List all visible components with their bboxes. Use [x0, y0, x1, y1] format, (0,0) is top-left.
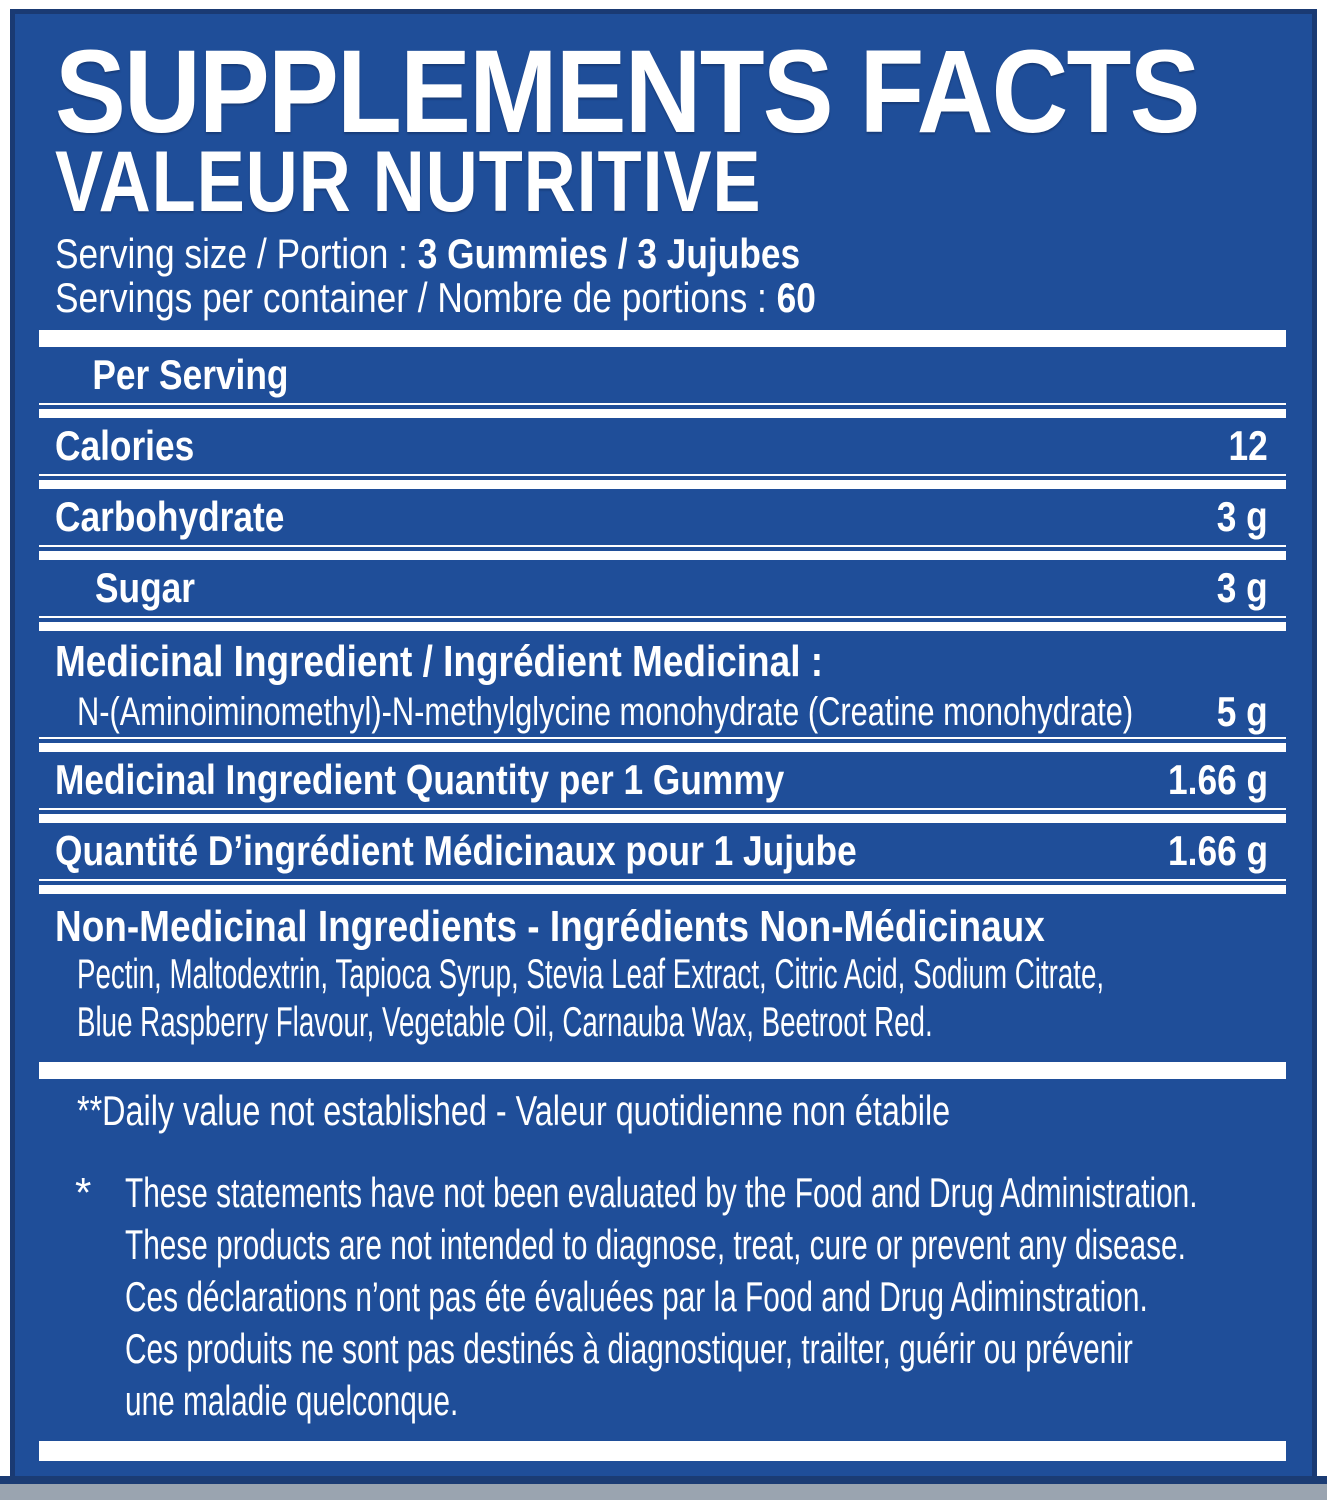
calories-label: Calories	[55, 422, 195, 469]
panel-title: SUPPLEMENTS FACTS	[55, 26, 1268, 158]
serving-size-label: Serving size / Portion :	[55, 230, 418, 277]
daily-value-footnote-text: **Daily value not established - Valeur q…	[77, 1087, 951, 1134]
carbohydrate-label: Carbohydrate	[55, 493, 285, 540]
calories-value: 12	[1228, 422, 1268, 469]
non-medicinal-header: Non-Medicinal Ingredients - Ingrédients …	[55, 894, 1268, 950]
non-medicinal-line-2: Blue Raspberry Flavour, Vegetable Oil, C…	[55, 998, 1268, 1046]
table-row-carbohydrate: Carbohydrate 3 g	[55, 489, 1268, 545]
table-row-calories: Calories 12	[55, 418, 1268, 474]
disclaimer-line-5-text: une maladie quelconque.	[125, 1377, 459, 1424]
medicinal-ingredient-header-text: Medicinal Ingredient / Ingrédient Medici…	[55, 637, 824, 686]
serving-size-value: 3 Gummies / 3 Jujubes	[417, 230, 801, 277]
servings-per-container-value: 60	[776, 274, 816, 321]
panel-content: SUPPLEMENTS FACTS VALEUR NUTRITIVE Servi…	[15, 14, 1312, 1461]
row-divider	[39, 616, 1286, 631]
disclaimer-line: Ces produits ne sont pas destinés à diag…	[125, 1323, 1268, 1375]
per-jujube-value-cell: 1.66 g	[1149, 829, 1268, 873]
disclaimer-line-1-text: These statements have not been evaluated…	[125, 1169, 1198, 1216]
per-gummy-value-cell: 1.66 g	[1149, 758, 1268, 802]
disclaimer-line: Ces déclarations n’ont pas éte évaluées …	[125, 1271, 1268, 1323]
disclaimer-line-4-text: Ces produits ne sont pas destinés à diag…	[125, 1325, 1133, 1372]
serving-size-line-text: Serving size / Portion : 3 Gummies / 3 J…	[55, 232, 800, 276]
row-divider	[39, 403, 1286, 418]
disclaimer-line-3-text: Ces déclarations n’ont pas éte évaluées …	[125, 1273, 1148, 1320]
per-jujube-label-cell: Quantité D’ingrédient Médicinaux pour 1 …	[55, 829, 1149, 873]
non-medicinal-line-1-text: Pectin, Maltodextrin, Tapioca Syrup, Ste…	[77, 950, 1105, 997]
calories-label-cell: Calories	[55, 424, 1221, 468]
carbohydrate-label-cell: Carbohydrate	[55, 495, 1207, 539]
per-serving-header: Per Serving	[92, 351, 289, 398]
row-divider	[39, 737, 1286, 752]
asterisk-mark: *	[75, 1169, 92, 1216]
disclaimer-line: These products are not intended to diagn…	[125, 1219, 1268, 1271]
per-jujube-label: Quantité D’ingrédient Médicinaux pour 1 …	[55, 827, 857, 874]
bottom-border-strip	[0, 1476, 1327, 1484]
per-gummy-label: Medicinal Ingredient Quantity per 1 Gumm…	[55, 756, 785, 803]
panel-subtitle: VALEUR NUTRITIVE	[55, 134, 1268, 230]
supplement-facts-panel: SUPPLEMENTS FACTS VALEUR NUTRITIVE Servi…	[10, 9, 1317, 1476]
per-gummy-label-cell: Medicinal Ingredient Quantity per 1 Gumm…	[55, 758, 1149, 802]
disclaimer-line: These statements have not been evaluated…	[125, 1167, 1268, 1219]
disclaimer-line-2-text: These products are not intended to diagn…	[125, 1221, 1186, 1268]
row-divider	[39, 545, 1286, 560]
carbohydrate-value: 3 g	[1217, 493, 1268, 540]
per-jujube-value: 1.66 g	[1167, 827, 1268, 874]
per-serving-header-row: Per Serving	[55, 347, 1268, 403]
table-row-sugar: Sugar 3 g	[55, 560, 1268, 616]
disclaimer-line: une maladie quelconque.	[125, 1375, 1268, 1427]
servings-per-container-line-text: Servings per container / Nombre de porti…	[55, 276, 816, 320]
section-divider-bar	[39, 330, 1286, 347]
servings-per-container-label: Servings per container / Nombre de porti…	[55, 274, 777, 321]
medicinal-ingredient-header: Medicinal Ingredient / Ingrédient Medici…	[55, 631, 1268, 687]
panel-subtitle-text: VALEUR NUTRITIVE	[55, 134, 762, 230]
non-medicinal-line-1: Pectin, Maltodextrin, Tapioca Syrup, Ste…	[55, 950, 1268, 998]
row-divider	[39, 808, 1286, 823]
calories-value-cell: 12	[1221, 424, 1268, 468]
table-row-per-gummy: Medicinal Ingredient Quantity per 1 Gumm…	[55, 752, 1268, 808]
sugar-value: 3 g	[1217, 564, 1268, 611]
sugar-value-cell: 3 g	[1207, 566, 1268, 610]
servings-per-container-line: Servings per container / Nombre de porti…	[55, 276, 1268, 320]
creatine-label-cell: N-(Aminoiminomethyl)-N-methylglycine mon…	[77, 690, 1207, 734]
daily-value-footnote: **Daily value not established - Valeur q…	[55, 1079, 1268, 1143]
non-medicinal-header-text: Non-Medicinal Ingredients - Ingrédients …	[55, 902, 1045, 951]
serving-size-line: Serving size / Portion : 3 Gummies / 3 J…	[55, 232, 1268, 276]
table-row-creatine: N-(Aminoiminomethyl)-N-methylglycine mon…	[55, 687, 1268, 737]
panel-title-text: SUPPLEMENTS FACTS	[55, 26, 1200, 158]
sugar-label-cell: Sugar	[55, 566, 1207, 610]
creatine-label: N-(Aminoiminomethyl)-N-methylglycine mon…	[77, 690, 1134, 734]
fda-disclaimer: * These statements have not been evaluat…	[55, 1167, 1268, 1427]
section-divider-bar	[39, 1441, 1286, 1461]
serving-info: Serving size / Portion : 3 Gummies / 3 J…	[55, 232, 1268, 320]
row-divider	[39, 879, 1286, 894]
non-medicinal-line-2-text: Blue Raspberry Flavour, Vegetable Oil, C…	[77, 998, 933, 1045]
row-divider	[39, 474, 1286, 489]
creatine-value-cell: 5 g	[1207, 690, 1268, 734]
carbohydrate-value-cell: 3 g	[1207, 495, 1268, 539]
per-gummy-value: 1.66 g	[1167, 756, 1268, 803]
sugar-label: Sugar	[95, 564, 195, 611]
table-row-per-jujube: Quantité D’ingrédient Médicinaux pour 1 …	[55, 823, 1268, 879]
creatine-value: 5 g	[1217, 688, 1268, 735]
bottom-gray-strip	[0, 1484, 1327, 1500]
section-divider-bar	[39, 1062, 1286, 1079]
